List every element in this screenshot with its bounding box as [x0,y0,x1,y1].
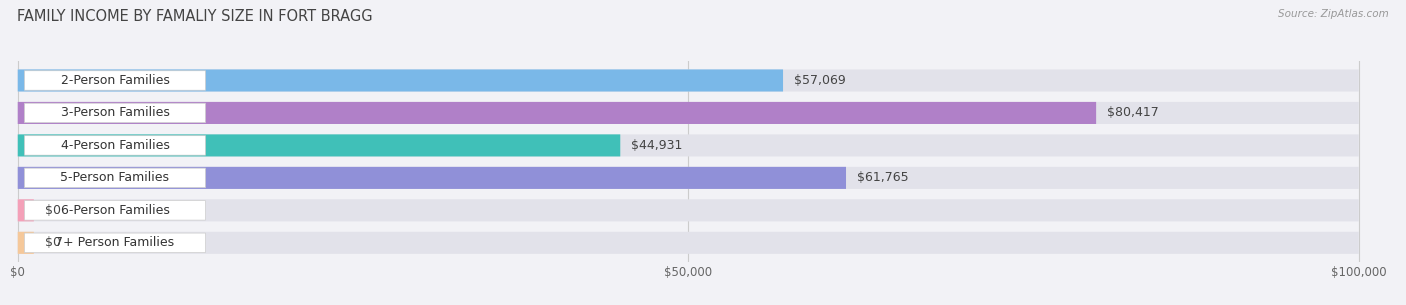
Text: $80,417: $80,417 [1107,106,1159,120]
Text: FAMILY INCOME BY FAMALIY SIZE IN FORT BRAGG: FAMILY INCOME BY FAMALIY SIZE IN FORT BR… [17,9,373,24]
Text: $0: $0 [45,204,60,217]
Text: 2-Person Families: 2-Person Families [60,74,169,87]
FancyBboxPatch shape [18,232,1358,254]
FancyBboxPatch shape [18,199,1358,221]
Text: 7+ Person Families: 7+ Person Families [55,236,174,249]
Text: Source: ZipAtlas.com: Source: ZipAtlas.com [1278,9,1389,19]
Text: 3-Person Families: 3-Person Families [60,106,169,120]
Text: 6-Person Families: 6-Person Families [60,204,169,217]
FancyBboxPatch shape [24,233,205,253]
FancyBboxPatch shape [18,135,1358,156]
FancyBboxPatch shape [18,102,1358,124]
FancyBboxPatch shape [18,167,846,189]
Text: 4-Person Families: 4-Person Families [60,139,169,152]
FancyBboxPatch shape [24,103,205,123]
FancyBboxPatch shape [18,232,34,254]
Text: $61,765: $61,765 [856,171,908,185]
FancyBboxPatch shape [18,199,34,221]
Text: $57,069: $57,069 [794,74,845,87]
FancyBboxPatch shape [18,167,1358,189]
FancyBboxPatch shape [24,136,205,155]
FancyBboxPatch shape [18,70,1358,92]
FancyBboxPatch shape [18,70,783,92]
Text: $44,931: $44,931 [631,139,682,152]
Text: $0: $0 [45,236,60,249]
FancyBboxPatch shape [24,201,205,220]
FancyBboxPatch shape [18,135,620,156]
Text: 5-Person Families: 5-Person Families [60,171,170,185]
FancyBboxPatch shape [24,168,205,188]
FancyBboxPatch shape [18,102,1097,124]
FancyBboxPatch shape [24,71,205,90]
